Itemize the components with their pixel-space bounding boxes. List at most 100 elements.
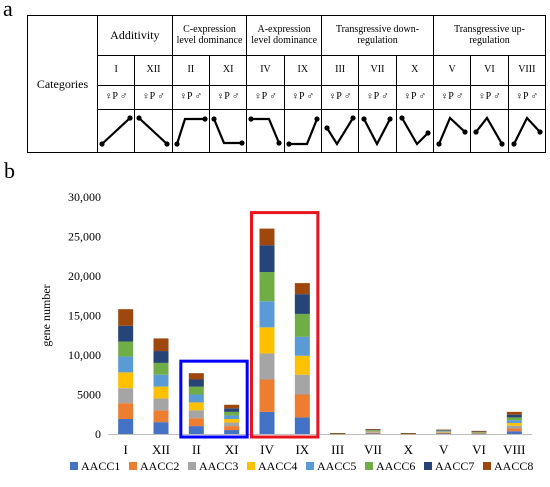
bar-segment bbox=[506, 431, 522, 434]
legend-label: AACC8 bbox=[494, 459, 533, 473]
bar-segment bbox=[294, 313, 310, 337]
bar-segment bbox=[259, 272, 275, 302]
pattern-cell bbox=[134, 109, 173, 153]
group-additivity: Additivity bbox=[97, 15, 173, 56]
pattern-cell bbox=[358, 109, 397, 153]
legend-label: AACC7 bbox=[435, 459, 474, 473]
pattern-rise-flat-icon bbox=[174, 116, 208, 147]
pattern-cell bbox=[320, 109, 360, 153]
bar-segment bbox=[436, 432, 452, 434]
bar-segment bbox=[118, 356, 134, 373]
category-roman: IV bbox=[246, 55, 285, 86]
group-a-dominance: A-expression level dominance bbox=[246, 15, 322, 56]
bar-segment bbox=[471, 433, 487, 435]
bar-segment bbox=[506, 428, 522, 432]
highlight-box bbox=[179, 359, 249, 439]
bar-segment bbox=[153, 386, 169, 399]
legend-swatch bbox=[247, 462, 255, 470]
x-tick-label: III bbox=[331, 442, 344, 457]
category-roman: VI bbox=[470, 55, 509, 86]
bar-segment bbox=[188, 418, 204, 427]
pattern-cell bbox=[208, 109, 248, 153]
bar-segment bbox=[224, 422, 240, 427]
parent-symbols: ♀P ♂ bbox=[395, 85, 434, 110]
bar-segment bbox=[224, 404, 240, 409]
x-tick-label: VII bbox=[364, 442, 382, 457]
symbol-row: ♀P ♂ ♀P ♂ ♀P ♂ ♀P ♂ ♀P ♂ ♀P ♂ ♀P ♂ ♀P ♂ … bbox=[28, 85, 547, 110]
x-tick-label: VI bbox=[472, 442, 486, 457]
bar-segment bbox=[471, 433, 487, 434]
bar-segment bbox=[294, 355, 310, 375]
bar-segment bbox=[365, 430, 381, 431]
bar-segment bbox=[153, 374, 169, 387]
y-tick-label: 20,000 bbox=[68, 269, 101, 283]
bar-segment bbox=[118, 388, 134, 404]
bar-segment bbox=[153, 351, 169, 363]
bar-segment bbox=[330, 433, 346, 434]
categories-header: Categories bbox=[27, 15, 98, 153]
bar-segment bbox=[118, 372, 134, 389]
bar-segment bbox=[153, 422, 169, 434]
x-tick-label: XI bbox=[225, 442, 239, 457]
x-tick-label: IX bbox=[295, 442, 309, 457]
pattern-cell bbox=[96, 109, 136, 153]
panel-a-label: a bbox=[3, 0, 13, 21]
legend-label: AACC6 bbox=[376, 459, 415, 473]
bar-segment bbox=[294, 283, 310, 295]
bar-segment bbox=[188, 373, 204, 380]
legend-label: AACC5 bbox=[317, 459, 356, 473]
group-header-row: Categories Additivity C-expression level… bbox=[27, 15, 547, 153]
parent-symbols: ♀P ♂ bbox=[358, 85, 397, 110]
legend-label: AACC1 bbox=[81, 459, 120, 473]
bar-segment bbox=[365, 432, 381, 434]
bar-segment bbox=[400, 433, 416, 434]
x-tick-label: VIII bbox=[503, 442, 525, 457]
y-tick-label: 25,000 bbox=[68, 230, 101, 244]
legend-swatch bbox=[483, 462, 491, 470]
pattern-flat-rise-icon bbox=[286, 116, 320, 147]
bar-segment bbox=[153, 362, 169, 375]
pattern-cell bbox=[395, 109, 434, 153]
legend-label: AACC2 bbox=[140, 459, 179, 473]
bar-segment bbox=[259, 301, 275, 328]
pattern-drop-flat-icon bbox=[211, 116, 245, 146]
bar-segment bbox=[188, 386, 204, 395]
pattern-cell bbox=[171, 109, 210, 153]
group-transgressive-up: Transgressive up-regulation bbox=[432, 15, 547, 56]
group-transgressive-down: Transgressive down-regulation bbox=[320, 15, 434, 56]
bar-segment bbox=[188, 402, 204, 411]
parent-symbols: ♀P ♂ bbox=[283, 85, 322, 110]
bar-segment bbox=[224, 408, 240, 412]
pattern-v-symmetric-icon bbox=[361, 116, 394, 147]
bar-segment bbox=[365, 428, 381, 430]
category-roman: IX bbox=[283, 55, 322, 86]
bar-segment bbox=[224, 418, 240, 423]
pattern-v-high-right-icon bbox=[324, 115, 356, 147]
bar-segment bbox=[294, 394, 310, 418]
pattern-cell bbox=[507, 109, 547, 153]
legend-swatch bbox=[188, 462, 196, 470]
bar-segment bbox=[294, 294, 310, 314]
parent-symbols: ♀P ♂ bbox=[134, 85, 173, 110]
bar-segment bbox=[224, 430, 240, 434]
bar-segment bbox=[259, 411, 275, 434]
roman-row: I XII II XI IV IX III VII X V VI VIII bbox=[28, 55, 547, 86]
pattern-cell bbox=[246, 109, 285, 153]
category-roman: V bbox=[432, 55, 472, 86]
bar-segment bbox=[188, 394, 204, 403]
panel-b-label: b bbox=[4, 158, 15, 183]
parent-symbols: ♀P ♂ bbox=[96, 85, 136, 110]
pattern-peak-high-left-2-icon bbox=[473, 116, 506, 147]
x-tick-label: IV bbox=[260, 442, 274, 457]
bar-segment bbox=[436, 433, 452, 435]
category-roman: X bbox=[395, 55, 434, 86]
bar-segment bbox=[506, 414, 522, 418]
y-tick-label: 5000 bbox=[77, 388, 101, 402]
category-roman: VII bbox=[358, 55, 397, 86]
bar-segment bbox=[259, 245, 275, 273]
category-roman: XII bbox=[134, 55, 173, 86]
pattern-down-icon bbox=[136, 115, 171, 147]
x-tick-label: II bbox=[192, 442, 201, 457]
bar-segment bbox=[153, 398, 169, 411]
gene-number-chart: 0 5000 10,000 15,000 20,000 25,000 30,000 gene … bbox=[39, 190, 533, 473]
